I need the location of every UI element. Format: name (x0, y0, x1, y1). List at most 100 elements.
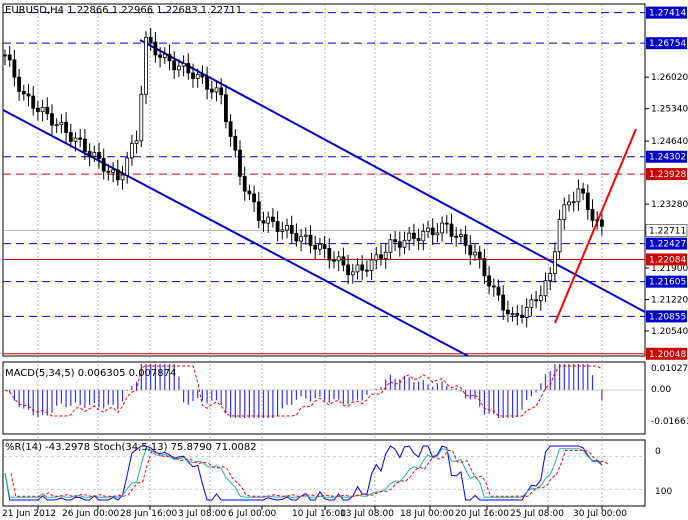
candle-body (313, 245, 318, 250)
stoch-signal-line (10, 449, 609, 497)
candle-body (567, 201, 571, 206)
candle-body (181, 62, 186, 67)
candle-body (223, 94, 228, 123)
candle-body (172, 60, 177, 71)
candle-body (534, 299, 538, 302)
candle-body (543, 280, 548, 297)
candle-body (595, 219, 600, 222)
macd-header: MACD(5,34,5) 0.006305 0.007874 (5, 368, 176, 379)
time-label: 21 Jun 2012 (2, 509, 56, 519)
candle-body (31, 95, 36, 109)
candle-body (336, 256, 341, 262)
candle-body (491, 285, 496, 288)
candle-body (270, 216, 275, 222)
price-tag-bg (646, 37, 687, 50)
current-price-tag: 1.22711 (649, 226, 686, 236)
price-tag-bg (646, 6, 687, 19)
candle-body (515, 313, 520, 316)
candle-body (54, 124, 59, 127)
candle-body (449, 223, 454, 237)
candle-body (341, 256, 346, 266)
time-label: 3 Jul 08:00 (178, 509, 227, 519)
candle-body (435, 232, 440, 236)
candle-body (557, 219, 562, 253)
candle-body (238, 149, 242, 177)
candle-body (590, 209, 595, 221)
candle-body (101, 158, 106, 172)
candle-body (473, 251, 477, 256)
price-tag: 1.21605 (649, 278, 686, 288)
candle-body (317, 243, 322, 250)
candle-body (571, 201, 576, 204)
candle-body (327, 248, 332, 261)
candle-body (176, 65, 181, 71)
candle-body (294, 233, 299, 242)
price-tick-label: 1.20540 (651, 327, 688, 337)
candle-body (510, 313, 515, 315)
candle-body (407, 232, 412, 241)
candle-body (106, 170, 111, 173)
macd-axis-bottom: -0.01661 (651, 417, 688, 427)
price-tick-label: 1.26020 (651, 73, 688, 83)
candle-body (369, 259, 374, 271)
candle-body (289, 225, 294, 234)
stoch-axis-bottom: 100 (655, 487, 672, 497)
candle-body (426, 227, 430, 232)
candle-body (195, 73, 200, 79)
candle-body (463, 234, 468, 246)
candle-body (458, 234, 463, 237)
channel-lower (2, 109, 469, 357)
candle-body (40, 106, 45, 113)
candle-body (308, 234, 313, 246)
candle-body (21, 90, 26, 95)
candle-body (115, 169, 120, 181)
candle-body (388, 239, 393, 253)
candle-body (158, 54, 163, 58)
candle-body (350, 271, 355, 276)
candle-body (562, 204, 567, 220)
candle-body (200, 73, 205, 78)
candle-body (3, 54, 7, 57)
candle-body (36, 107, 40, 113)
candle-body (242, 175, 247, 192)
candle-body (581, 188, 585, 194)
stoch-pane-frame (2, 439, 646, 507)
candle-body (261, 220, 266, 224)
candle-body (148, 36, 153, 43)
channel-upper (139, 39, 646, 313)
candle-body (379, 254, 383, 259)
candle-body (83, 138, 87, 152)
candle-body (487, 275, 492, 287)
candle-body (280, 229, 285, 232)
wpr-line (4, 445, 603, 501)
candle-body (360, 264, 365, 271)
candle-body (134, 140, 139, 144)
time-label: 10 Jul 16:00 (292, 509, 346, 519)
price-tag: 1.27414 (649, 9, 686, 19)
candle-body (346, 264, 351, 276)
stoch-axis-top: 0 (655, 447, 661, 457)
candle-body (421, 230, 426, 242)
candle-body (355, 264, 360, 273)
candle-body (167, 53, 172, 62)
candle-body (256, 201, 261, 222)
candle-body (68, 132, 73, 142)
candle-body (482, 258, 487, 277)
candle-body (529, 299, 534, 308)
candle-body (585, 192, 590, 210)
candle-body (416, 238, 421, 242)
macd-axis-zero: 0.00 (651, 385, 671, 395)
price-tag: 1.26754 (649, 39, 686, 49)
candle-body (444, 222, 449, 225)
candle-body (228, 121, 233, 137)
candle-body (233, 136, 238, 151)
price-tag-bg (646, 275, 687, 288)
candle-body (285, 225, 289, 231)
trend-line (554, 128, 637, 324)
symbol-header: EURUSD,H4 1.22866 1.22966 1.22683 1.2271… (5, 5, 242, 16)
time-label: 20 Jul 16:00 (455, 509, 509, 519)
candle-body (153, 41, 158, 56)
candle-body (553, 251, 557, 274)
